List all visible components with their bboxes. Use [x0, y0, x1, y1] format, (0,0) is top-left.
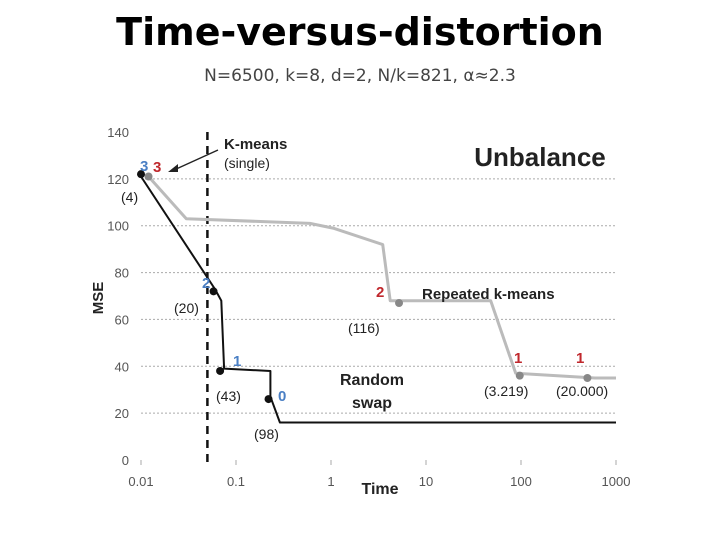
- kmeans-arrowhead: [168, 164, 178, 172]
- x-tick-label: 0.1: [227, 474, 245, 489]
- data-point-random-swap: [216, 366, 225, 375]
- y-tick-label: 80: [115, 266, 129, 281]
- data-point-random-swap: [264, 395, 273, 404]
- data-point-repeated-k-means: [515, 371, 524, 380]
- y-tick-label: 60: [115, 312, 129, 327]
- label-0-blue: 0: [278, 388, 286, 405]
- iter-116: (116): [348, 320, 380, 336]
- x-tick-label: 10: [419, 474, 433, 489]
- y-tick-label: 120: [107, 172, 129, 187]
- slide-title: Time-versus-distortion: [116, 10, 604, 54]
- y-axis-label: MSE: [90, 282, 107, 315]
- x-tick-label: 1: [327, 474, 334, 489]
- kmeans-label: K-means: [224, 136, 287, 153]
- iter-3219: (3.219): [484, 383, 528, 399]
- iter-20000: (20.000): [556, 383, 608, 399]
- x-tick-label: 100: [510, 474, 532, 489]
- y-tick-label: 20: [115, 406, 129, 421]
- series-markers: [137, 170, 592, 404]
- series-line-repeated-k-means: [147, 175, 616, 380]
- kmeans-arrow: [173, 149, 219, 171]
- slide-subtitle: N=6500, k=8, d=2, N/k=821, α≈2.3: [204, 66, 516, 86]
- label-1-red-b: 1: [576, 350, 584, 367]
- label-1-blue: 1: [233, 353, 241, 370]
- repeated-kmeans-label: Repeated k-means: [422, 286, 555, 303]
- data-point-random-swap: [137, 170, 145, 179]
- iter-4: (4): [121, 189, 138, 205]
- y-tick-label: 100: [107, 219, 129, 234]
- random-swap-label-1: Random: [340, 372, 404, 389]
- kmeans-sublabel: (single): [224, 155, 270, 171]
- label-3-red: 3: [153, 159, 161, 176]
- x-tick-label: 0.01: [128, 474, 153, 489]
- iter-98: (98): [254, 426, 279, 442]
- label-1-red-a: 1: [514, 350, 522, 367]
- data-point-repeated-k-means: [583, 374, 592, 382]
- data-point-random-swap: [209, 287, 218, 296]
- chart-title-unbalance: Unbalance: [474, 142, 606, 172]
- y-tick-labels: 0 20 40 60 80 100 120 140: [107, 125, 129, 468]
- gridlines: [140, 178, 617, 465]
- x-axis-label: Time: [361, 481, 398, 498]
- iter-43: (43): [216, 388, 241, 404]
- x-tick-labels: 0.01 0.1 1 10 100 1000: [128, 474, 630, 489]
- label-2-red: 2: [376, 284, 384, 301]
- label-2-blue: 2: [202, 275, 210, 292]
- label-3-blue: 3: [140, 158, 148, 175]
- random-swap-label-2: swap: [352, 395, 392, 412]
- data-point-repeated-k-means: [144, 172, 153, 181]
- y-tick-label: 140: [107, 125, 129, 140]
- data-point-repeated-k-means: [395, 299, 404, 308]
- y-tick-label: 0: [122, 453, 129, 468]
- x-tick-label: 1000: [602, 474, 631, 489]
- iter-20: (20): [174, 300, 199, 316]
- y-tick-label: 40: [115, 359, 129, 374]
